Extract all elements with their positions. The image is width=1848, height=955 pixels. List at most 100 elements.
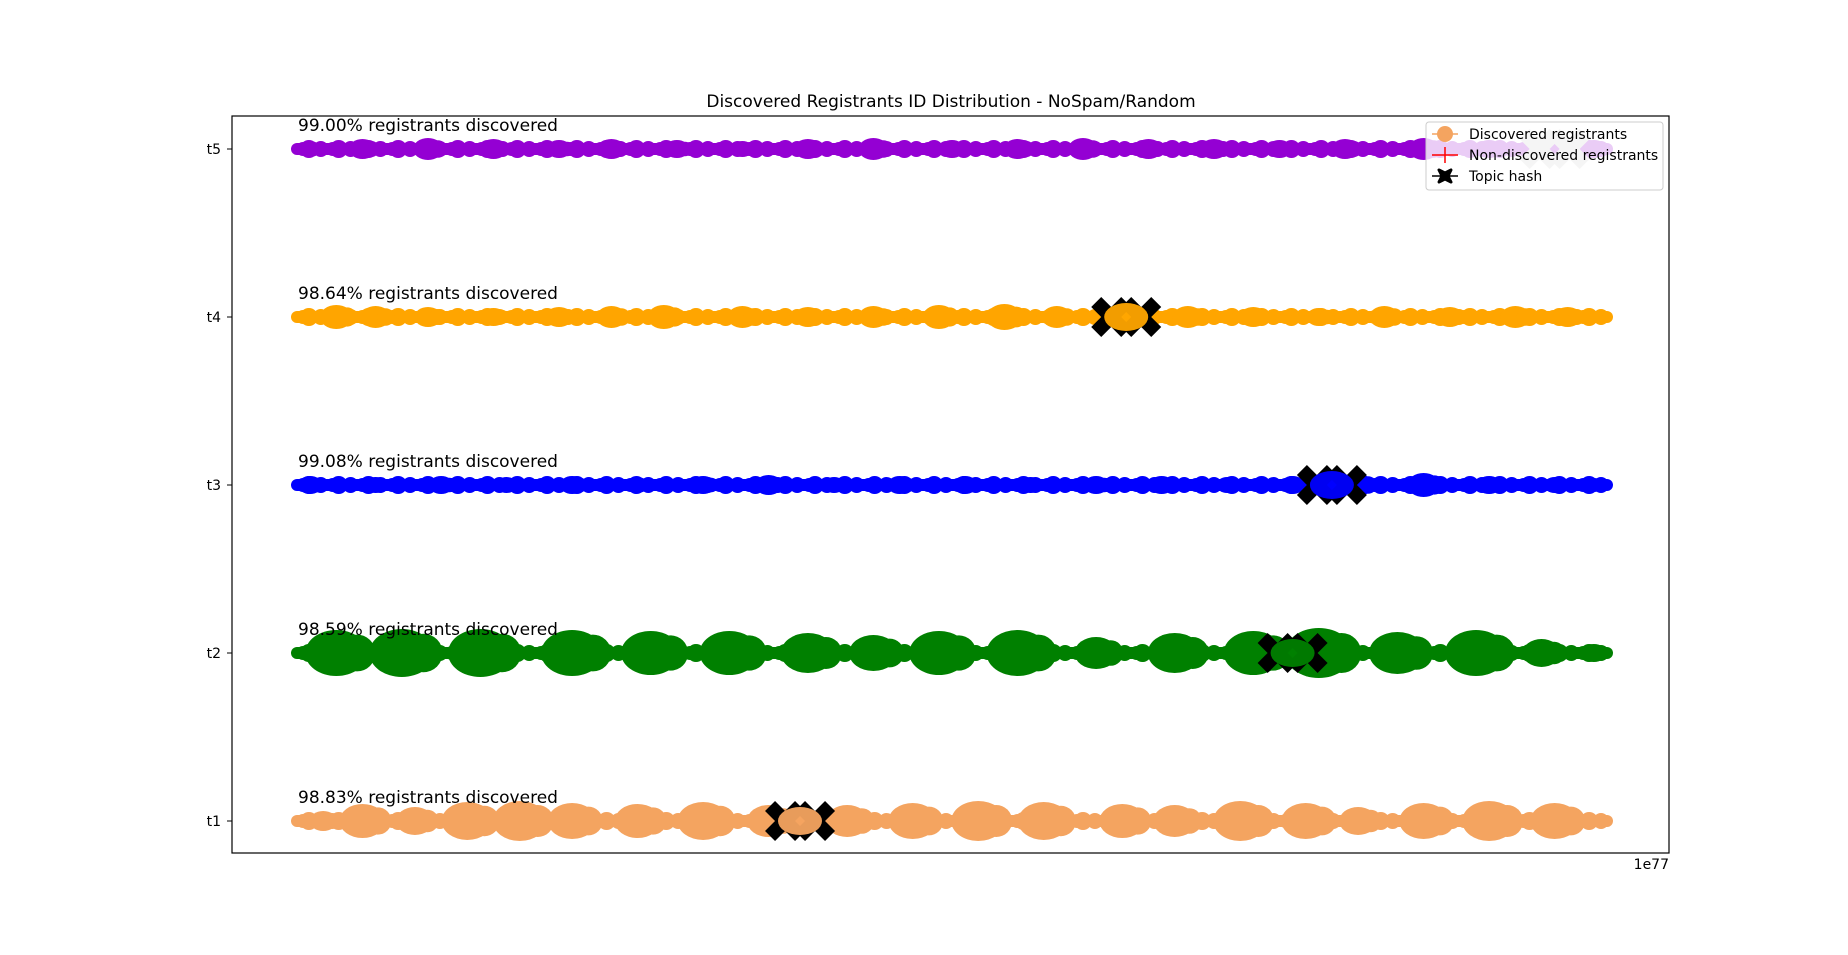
y-tick-label: t5 [207, 142, 221, 158]
legend-marker-circle [1437, 126, 1453, 142]
registrant-blob [1555, 478, 1569, 492]
registrant-blob [1097, 640, 1124, 666]
registrant-blob [638, 478, 652, 492]
registrant-blob [1425, 806, 1455, 836]
registrant-blob [1450, 309, 1467, 325]
registrant-blob [573, 477, 588, 493]
registrant-blob [1057, 308, 1076, 326]
registrant-blob [1556, 806, 1586, 836]
registrant-blob [442, 477, 457, 493]
registrant-blob [574, 634, 612, 672]
registrant-blob [1542, 641, 1566, 665]
registrant-blob [416, 809, 439, 833]
registrant-blob [875, 638, 904, 668]
registrant-blob [469, 805, 500, 837]
registrant-blob [1319, 309, 1335, 325]
registrant-blob [704, 477, 719, 493]
registrant-blob [1227, 478, 1241, 492]
registrant-blob [705, 805, 736, 837]
y-tick-label: t3 [207, 478, 221, 494]
registrant-blob [1321, 633, 1362, 673]
registrant-blob [1424, 475, 1444, 495]
legend-label-discovered: Discovered registrants [1469, 127, 1627, 143]
registrant-blob [1031, 478, 1045, 492]
registrant-blob [1162, 477, 1177, 493]
registrant-blob [1018, 141, 1035, 157]
registrant-blob [1491, 805, 1524, 837]
registrant-blob [778, 807, 822, 835]
registrant-blob [1490, 477, 1505, 493]
registrant-blob [1307, 806, 1337, 836]
registrant-blob [612, 308, 631, 326]
series-t2: 98.59% registrants discovered [291, 620, 1613, 678]
legend-box [1425, 121, 1664, 191]
registrant-blob [1045, 805, 1077, 837]
registrant-blob [337, 307, 357, 327]
registrant-blob [808, 309, 825, 325]
x-offset-label: 1e77 [1634, 857, 1669, 873]
discovery-annotation-t2: 98.59% registrants discovered [298, 620, 558, 640]
registrant-blob [560, 309, 576, 325]
registrant-blob [1176, 808, 1202, 834]
registrant-blob [521, 805, 554, 837]
registrant-blob [808, 141, 825, 157]
registrant-blob [376, 308, 395, 326]
registrant-blob [1019, 634, 1057, 672]
registrant-blob [1176, 637, 1209, 669]
legend: Discovered registrants Non-discovered re… [1425, 121, 1664, 191]
registrant-blob [311, 477, 326, 493]
registrant-blob [363, 141, 380, 157]
registrant-blob [900, 477, 915, 493]
registrant-blob [1280, 141, 1295, 157]
registrant-blob [1084, 140, 1102, 158]
legend-entry-discovered: Discovered registrants [1432, 126, 1627, 143]
registrant-marker [1602, 816, 1612, 826]
registrant-blob [652, 635, 689, 671]
registrant-blob [874, 308, 893, 326]
registrant-blob [834, 478, 848, 492]
y-tick-label: t4 [207, 310, 221, 326]
registrant-blob [494, 141, 511, 157]
registrant-marker [1602, 312, 1612, 322]
registrant-blob [743, 142, 756, 156]
y-axis: t1 t2 t3 t4 t5 [207, 142, 232, 830]
registrant-blob [573, 806, 603, 836]
chart-title: Discovered Registrants ID Distribution -… [706, 92, 1195, 112]
registrant-blob [364, 807, 392, 835]
registrant-blob [1399, 636, 1434, 670]
registrant-blob [494, 309, 509, 325]
registrant-blob [310, 142, 324, 156]
registrant-blob [429, 140, 447, 158]
registrant-blob [1568, 309, 1585, 325]
plot-area: 98.83% registrants discovered 98.59% regi… [291, 116, 1613, 841]
series-t1: 98.83% registrants discovered [291, 788, 1613, 841]
registrant-blob [429, 309, 445, 325]
registrant-blob [1215, 141, 1231, 157]
registrant-blob [731, 635, 767, 671]
registrant-blob [1309, 471, 1354, 499]
registrant-blob [1346, 141, 1362, 157]
registrant-blob [1359, 809, 1382, 833]
legend-entry-non-discovered: Non-discovered registrants [1432, 147, 1658, 164]
y-tick-label: t1 [207, 814, 221, 830]
registrant-blob [338, 634, 376, 672]
registrant-blob [1149, 141, 1166, 157]
registrant-blob [769, 477, 786, 493]
registrant-blob [1097, 477, 1112, 493]
discovery-annotation-t1: 98.83% registrants discovered [298, 788, 558, 808]
registrant-blob [376, 478, 390, 492]
registrant-blob [1270, 639, 1315, 667]
registrant-blob [1254, 309, 1271, 325]
y-tick-label: t2 [207, 646, 221, 662]
registrant-blob [1242, 805, 1275, 837]
registrant-blob [874, 140, 893, 158]
series-t4: 98.64% registrants discovered [291, 284, 1613, 337]
discovery-annotation-t4: 98.64% registrants discovered [298, 284, 558, 304]
registrant-blob [1359, 476, 1377, 494]
registrant-blob [914, 806, 944, 836]
registrant-blob [639, 807, 667, 835]
registrant-blob [1594, 479, 1606, 491]
legend-marker-x [1437, 168, 1453, 184]
legend-entry-topic-hash: Topic hash [1432, 168, 1542, 185]
